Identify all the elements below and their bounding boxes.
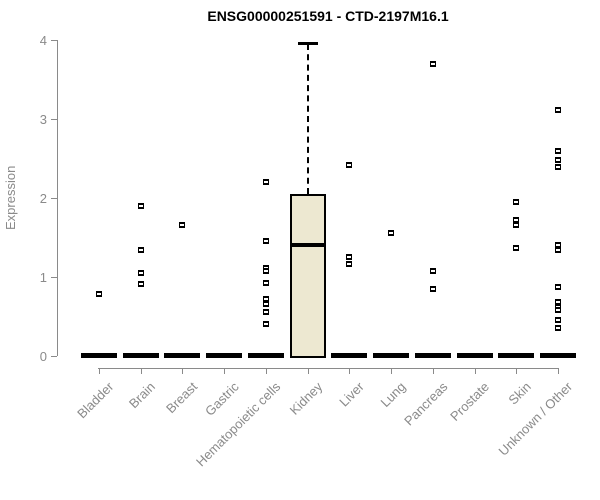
outlier-point — [262, 179, 269, 186]
outlier-point — [96, 291, 102, 298]
outlier-point — [429, 60, 436, 67]
outlier-point — [346, 261, 353, 268]
y-tick-label: 4 — [39, 33, 47, 48]
median-line — [291, 243, 324, 248]
x-tick-mark — [516, 368, 518, 374]
outlier-point — [346, 254, 353, 261]
x-tick-mark — [99, 368, 100, 374]
x-category-label: Brain — [126, 379, 159, 412]
outlier-point — [346, 161, 353, 168]
outlier-point — [555, 284, 561, 291]
outlier-point — [137, 270, 144, 277]
y-tick-mark — [51, 198, 57, 199]
outlier-point — [555, 106, 561, 113]
outlier-point — [555, 307, 561, 314]
y-tick-label: 1 — [39, 270, 47, 285]
outlier-point — [262, 280, 269, 287]
outlier-point — [429, 267, 436, 274]
x-category-label: Pancreas — [400, 379, 451, 429]
x-category-label: Unknown / Other — [496, 379, 576, 459]
chart-title: ENSG00000251591 - CTD-2197M16.1 — [207, 8, 449, 24]
collapsed-box-at-zero — [373, 353, 410, 358]
y-tick-mark — [51, 277, 57, 278]
whisker-cap — [297, 41, 318, 45]
outlier-point — [555, 299, 561, 306]
x-tick-mark — [432, 368, 434, 374]
x-tick-mark — [182, 368, 184, 374]
x-category-label: Skin — [505, 379, 534, 408]
y-tick-label: 2 — [39, 191, 47, 206]
x-category-label: Bladder — [74, 379, 117, 422]
outlier-point — [179, 221, 186, 228]
outlier-point — [513, 217, 520, 224]
collapsed-box-at-zero — [331, 353, 368, 358]
collapsed-box-at-zero — [164, 353, 201, 358]
outlier-point — [555, 157, 561, 164]
collapsed-box-at-zero — [247, 353, 284, 358]
y-tick-mark — [51, 40, 57, 41]
collapsed-box-at-zero — [540, 353, 576, 358]
x-tick-mark — [349, 368, 351, 374]
outlier-point — [262, 308, 269, 315]
x-tick-mark — [558, 368, 559, 374]
outlier-point — [137, 281, 144, 288]
outlier-point — [555, 304, 561, 311]
outlier-point — [262, 296, 269, 303]
x-category-label: Prostate — [447, 379, 493, 424]
y-tick-mark — [51, 119, 57, 120]
collapsed-box-at-zero — [122, 353, 159, 358]
outlier-point — [388, 229, 395, 236]
outlier-point — [262, 238, 269, 245]
collapsed-box-at-zero — [456, 353, 493, 358]
x-category-label: Gastric — [202, 379, 242, 419]
x-tick-mark — [140, 368, 142, 374]
y-tick-label: 3 — [39, 112, 47, 127]
x-tick-mark — [391, 368, 393, 374]
outlier-point — [513, 244, 520, 251]
upper-whisker — [306, 43, 309, 195]
outlier-point — [555, 242, 561, 249]
collapsed-box-at-zero — [498, 353, 535, 358]
collapsed-box-at-zero — [414, 353, 451, 358]
y-axis-label: Expression — [3, 165, 18, 231]
outlier-point — [555, 164, 561, 171]
y-tick-label: 0 — [39, 349, 47, 364]
outlier-point — [513, 198, 520, 205]
outlier-point — [262, 264, 269, 271]
y-axis-line — [57, 40, 58, 356]
outlier-point — [137, 202, 144, 209]
y-tick-mark — [51, 356, 57, 357]
outlier-point — [262, 321, 269, 328]
box-iqr — [289, 194, 326, 358]
x-category-label: Kidney — [286, 379, 326, 418]
outlier-point — [555, 325, 561, 332]
outlier-point — [137, 247, 144, 254]
x-category-label: Lung — [377, 379, 409, 411]
x-tick-mark — [474, 368, 476, 374]
outlier-point — [513, 221, 520, 228]
x-tick-mark — [224, 368, 226, 374]
collapsed-box-at-zero — [206, 353, 243, 358]
outlier-point — [555, 316, 561, 323]
outlier-point — [555, 247, 561, 254]
outlier-point — [262, 267, 269, 274]
outlier-point — [429, 285, 436, 292]
x-axis-line — [98, 368, 559, 369]
collapsed-box-at-zero — [81, 353, 117, 358]
outlier-point — [555, 147, 561, 154]
x-tick-mark — [265, 368, 267, 374]
x-category-label: Liver — [336, 379, 367, 410]
outlier-point — [262, 300, 269, 307]
x-category-label: Breast — [162, 379, 201, 417]
x-tick-mark — [307, 368, 309, 374]
